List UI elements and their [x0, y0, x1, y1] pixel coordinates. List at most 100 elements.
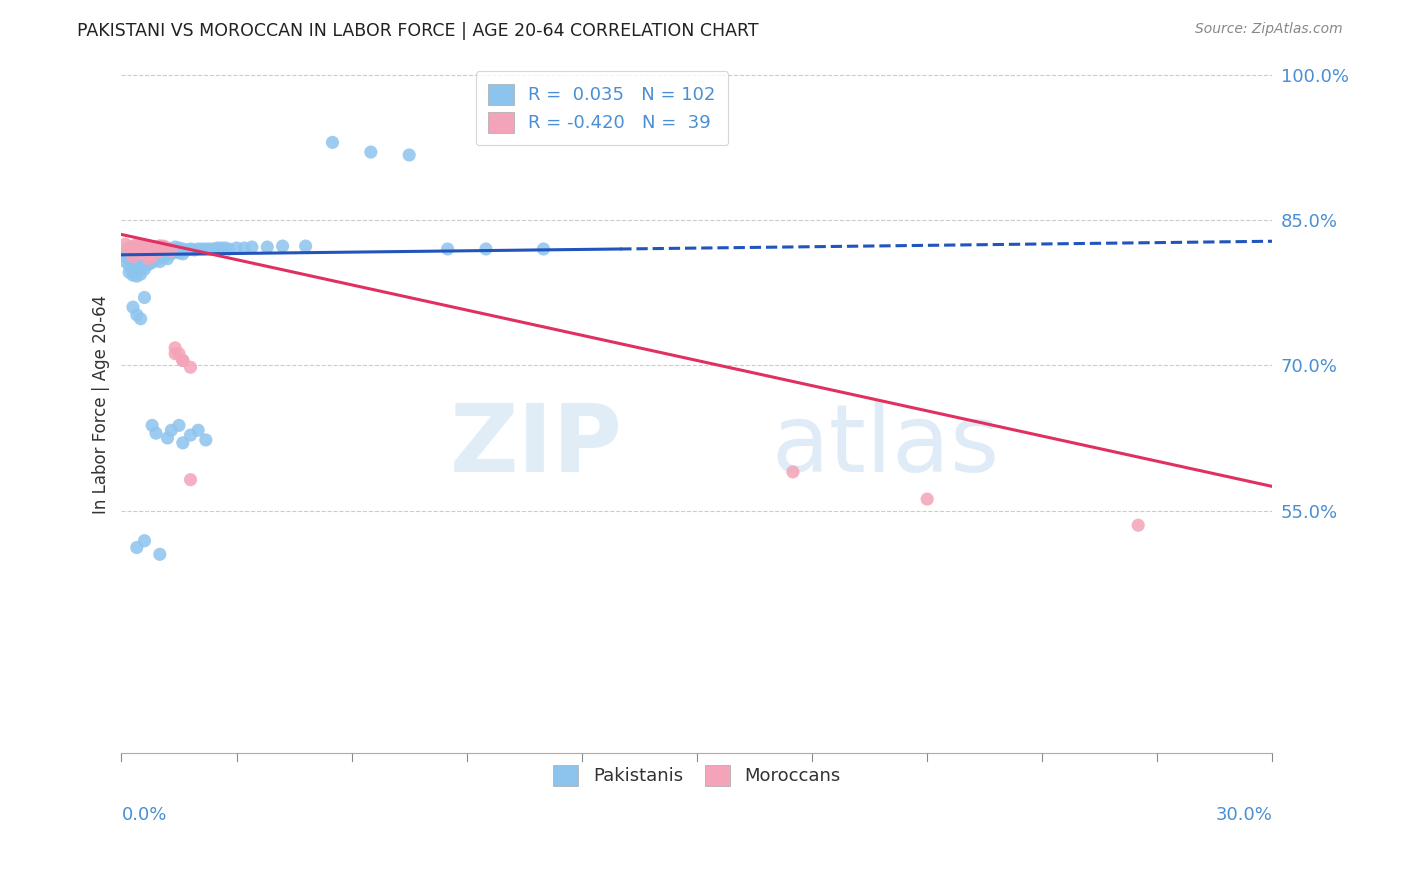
- Point: [129, 267, 152, 281]
- Point: [152, 240, 174, 254]
- Point: [114, 237, 136, 252]
- Point: [233, 241, 256, 255]
- Point: [125, 541, 148, 555]
- Point: [160, 423, 183, 437]
- Point: [125, 238, 148, 252]
- Point: [125, 308, 148, 322]
- Point: [167, 241, 190, 255]
- Point: [179, 473, 201, 487]
- Point: [187, 242, 209, 256]
- Point: [118, 252, 141, 266]
- Point: [165, 346, 187, 360]
- Point: [187, 423, 209, 437]
- Point: [149, 254, 172, 268]
- Point: [149, 244, 172, 258]
- Point: [134, 243, 156, 257]
- Point: [436, 242, 458, 256]
- Point: [125, 247, 148, 261]
- Point: [134, 242, 156, 256]
- Point: [218, 242, 240, 256]
- Point: [141, 255, 163, 269]
- Point: [134, 533, 156, 548]
- Point: [114, 250, 136, 264]
- Point: [141, 250, 163, 264]
- Point: [134, 290, 156, 304]
- Point: [156, 241, 179, 255]
- Text: Source: ZipAtlas.com: Source: ZipAtlas.com: [1195, 22, 1343, 37]
- Point: [129, 238, 152, 252]
- Legend: Pakistanis, Moroccans: Pakistanis, Moroccans: [546, 757, 848, 793]
- Point: [141, 240, 163, 254]
- Point: [271, 239, 294, 253]
- Point: [122, 252, 145, 266]
- Point: [165, 240, 187, 254]
- Point: [167, 418, 190, 433]
- Point: [129, 242, 152, 256]
- Point: [194, 242, 217, 256]
- Text: atlas: atlas: [772, 400, 1000, 492]
- Point: [125, 240, 148, 254]
- Point: [118, 265, 141, 279]
- Point: [167, 346, 190, 360]
- Point: [122, 242, 145, 256]
- Text: 30.0%: 30.0%: [1216, 806, 1272, 824]
- Point: [122, 247, 145, 261]
- Point: [209, 241, 232, 255]
- Point: [160, 247, 183, 261]
- Point: [533, 242, 555, 256]
- Point: [118, 240, 141, 254]
- Point: [172, 242, 194, 256]
- Point: [122, 253, 145, 268]
- Point: [145, 252, 167, 267]
- Point: [129, 242, 152, 256]
- Point: [145, 247, 167, 261]
- Point: [1128, 518, 1150, 533]
- Point: [321, 136, 343, 150]
- Point: [156, 245, 179, 260]
- Point: [256, 240, 278, 254]
- Point: [125, 264, 148, 278]
- Point: [145, 242, 167, 256]
- Point: [118, 247, 141, 261]
- Point: [152, 251, 174, 265]
- Point: [129, 255, 152, 269]
- Point: [136, 239, 159, 253]
- Point: [149, 239, 172, 253]
- Point: [118, 259, 141, 273]
- Point: [129, 261, 152, 276]
- Point: [136, 242, 159, 256]
- Point: [194, 433, 217, 447]
- Point: [136, 252, 159, 266]
- Point: [145, 240, 167, 254]
- Point: [122, 244, 145, 258]
- Point: [129, 311, 152, 326]
- Point: [141, 418, 163, 433]
- Point: [165, 244, 187, 259]
- Point: [125, 242, 148, 256]
- Point: [114, 244, 136, 258]
- Point: [122, 239, 145, 253]
- Point: [172, 353, 194, 368]
- Text: PAKISTANI VS MOROCCAN IN LABOR FORCE | AGE 20-64 CORRELATION CHART: PAKISTANI VS MOROCCAN IN LABOR FORCE | A…: [77, 22, 759, 40]
- Point: [475, 242, 498, 256]
- Point: [118, 244, 141, 258]
- Point: [122, 263, 145, 277]
- Point: [136, 247, 159, 261]
- Point: [398, 148, 420, 162]
- Point: [149, 239, 172, 253]
- Point: [240, 240, 263, 254]
- Point: [149, 244, 172, 258]
- Point: [122, 268, 145, 282]
- Point: [207, 241, 229, 255]
- Point: [360, 145, 382, 159]
- Point: [114, 254, 136, 268]
- Point: [125, 249, 148, 263]
- Point: [156, 431, 179, 445]
- Point: [134, 262, 156, 277]
- Point: [156, 242, 179, 256]
- Point: [136, 252, 159, 266]
- Point: [134, 256, 156, 270]
- Point: [118, 242, 141, 256]
- Point: [134, 247, 156, 261]
- Point: [136, 258, 159, 272]
